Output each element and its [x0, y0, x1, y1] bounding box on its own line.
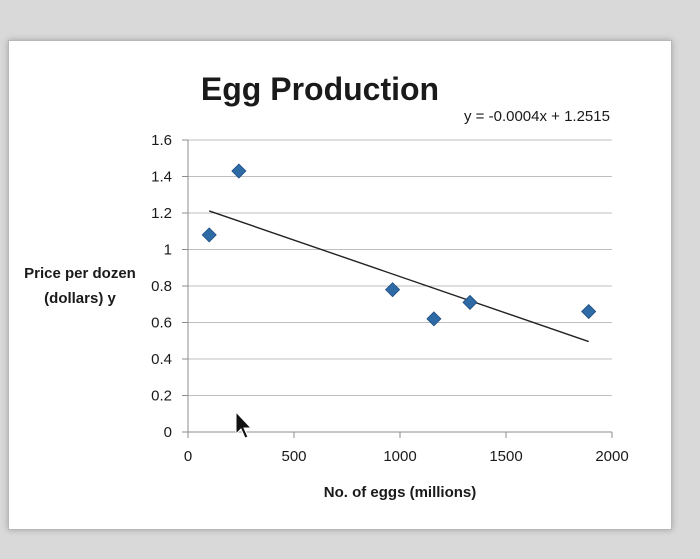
data-point-marker: [426, 311, 442, 327]
x-axis-label: No. of eggs (millions): [324, 484, 477, 501]
x-tick-label: 1000: [383, 448, 416, 465]
y-tick-label: 1: [164, 242, 172, 259]
data-point-marker: [231, 163, 247, 179]
mouse-cursor-icon: [235, 410, 253, 439]
tick-labels: 0 0.2 0.4 0.6 0.8 1 1.2 1.4 1.6 0 500 1000 1500 2000: [151, 132, 629, 465]
data-point-marker: [385, 282, 401, 298]
data-point-marker: [462, 294, 478, 310]
y-tick-label: 0.4: [151, 351, 172, 368]
y-tick-label: 0: [164, 424, 172, 441]
y-tick-label: 1.2: [151, 205, 172, 222]
data-point-marker: [581, 303, 597, 320]
y-tick-label: 1.6: [151, 132, 172, 149]
trendline-layer: [208, 210, 589, 343]
y-tick-label: 1.4: [151, 169, 172, 186]
y-axis-label-line-1: Price per dozen: [24, 265, 136, 282]
y-tick-label: 0.2: [151, 388, 172, 405]
x-tick-label: 1500: [489, 448, 522, 465]
chart-frame: [8, 40, 672, 530]
data-points: [201, 163, 597, 327]
x-tick-label: 500: [281, 448, 306, 465]
data-point-marker: [201, 227, 217, 243]
y-tick-label: 0.6: [151, 315, 172, 332]
axes: [182, 139, 613, 438]
trendline: [208, 210, 589, 343]
y-tick-label: 0.8: [151, 278, 172, 295]
y-axis-label-line-2: (dollars) y: [44, 290, 116, 307]
trendline-equation: y = -0.0004x + 1.2515: [464, 108, 610, 125]
chart-title: Egg Production: [201, 71, 439, 107]
gridlines: [188, 139, 612, 396]
x-tick-label: 2000: [595, 448, 628, 465]
x-tick-label: 0: [184, 448, 192, 465]
